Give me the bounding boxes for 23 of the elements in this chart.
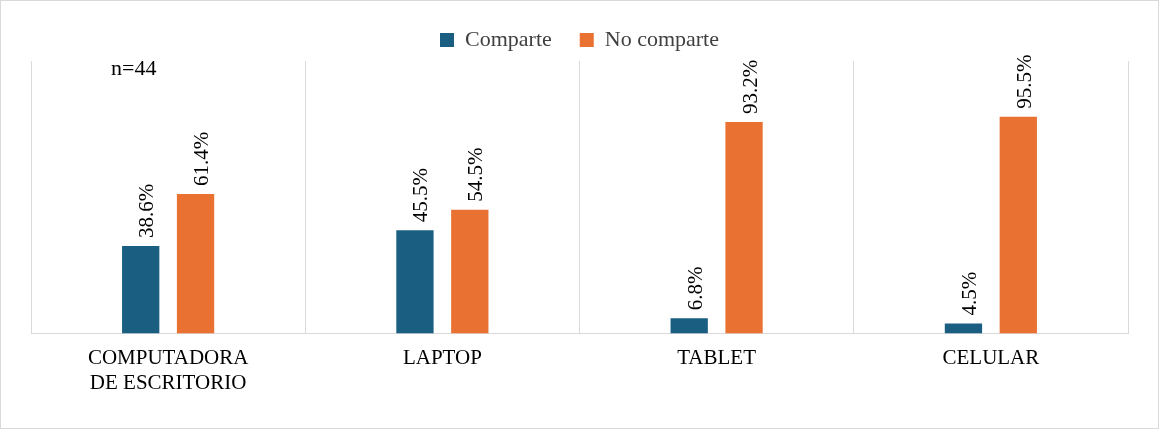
x-tick-label: CELULAR xyxy=(942,344,1040,369)
bar xyxy=(670,318,708,334)
bar xyxy=(122,245,160,334)
data-label: 4.5% xyxy=(956,271,981,316)
bar xyxy=(451,209,489,334)
legend-label: No comparte xyxy=(604,25,719,51)
data-label: 61.4% xyxy=(189,131,214,187)
x-tick-label: LAPTOP xyxy=(402,344,482,369)
bar xyxy=(176,194,215,334)
data-label: 95.5% xyxy=(1011,54,1036,109)
x-tick-label: COMPUTADORA DE ESCRITORIO xyxy=(87,344,250,394)
data-label: 6.8% xyxy=(682,266,707,311)
bar xyxy=(725,121,763,334)
text: n=44 xyxy=(111,54,157,80)
bar xyxy=(944,323,983,334)
data-label: 93.2% xyxy=(737,59,762,114)
bar xyxy=(396,230,434,334)
x-tick-label: TABLET xyxy=(677,344,757,369)
bar xyxy=(999,116,1037,334)
legend-label: Comparte xyxy=(465,25,552,51)
data-label: 45.5% xyxy=(408,167,433,223)
data-label: 38.6% xyxy=(134,183,159,238)
data-label: 54.5% xyxy=(463,147,488,202)
